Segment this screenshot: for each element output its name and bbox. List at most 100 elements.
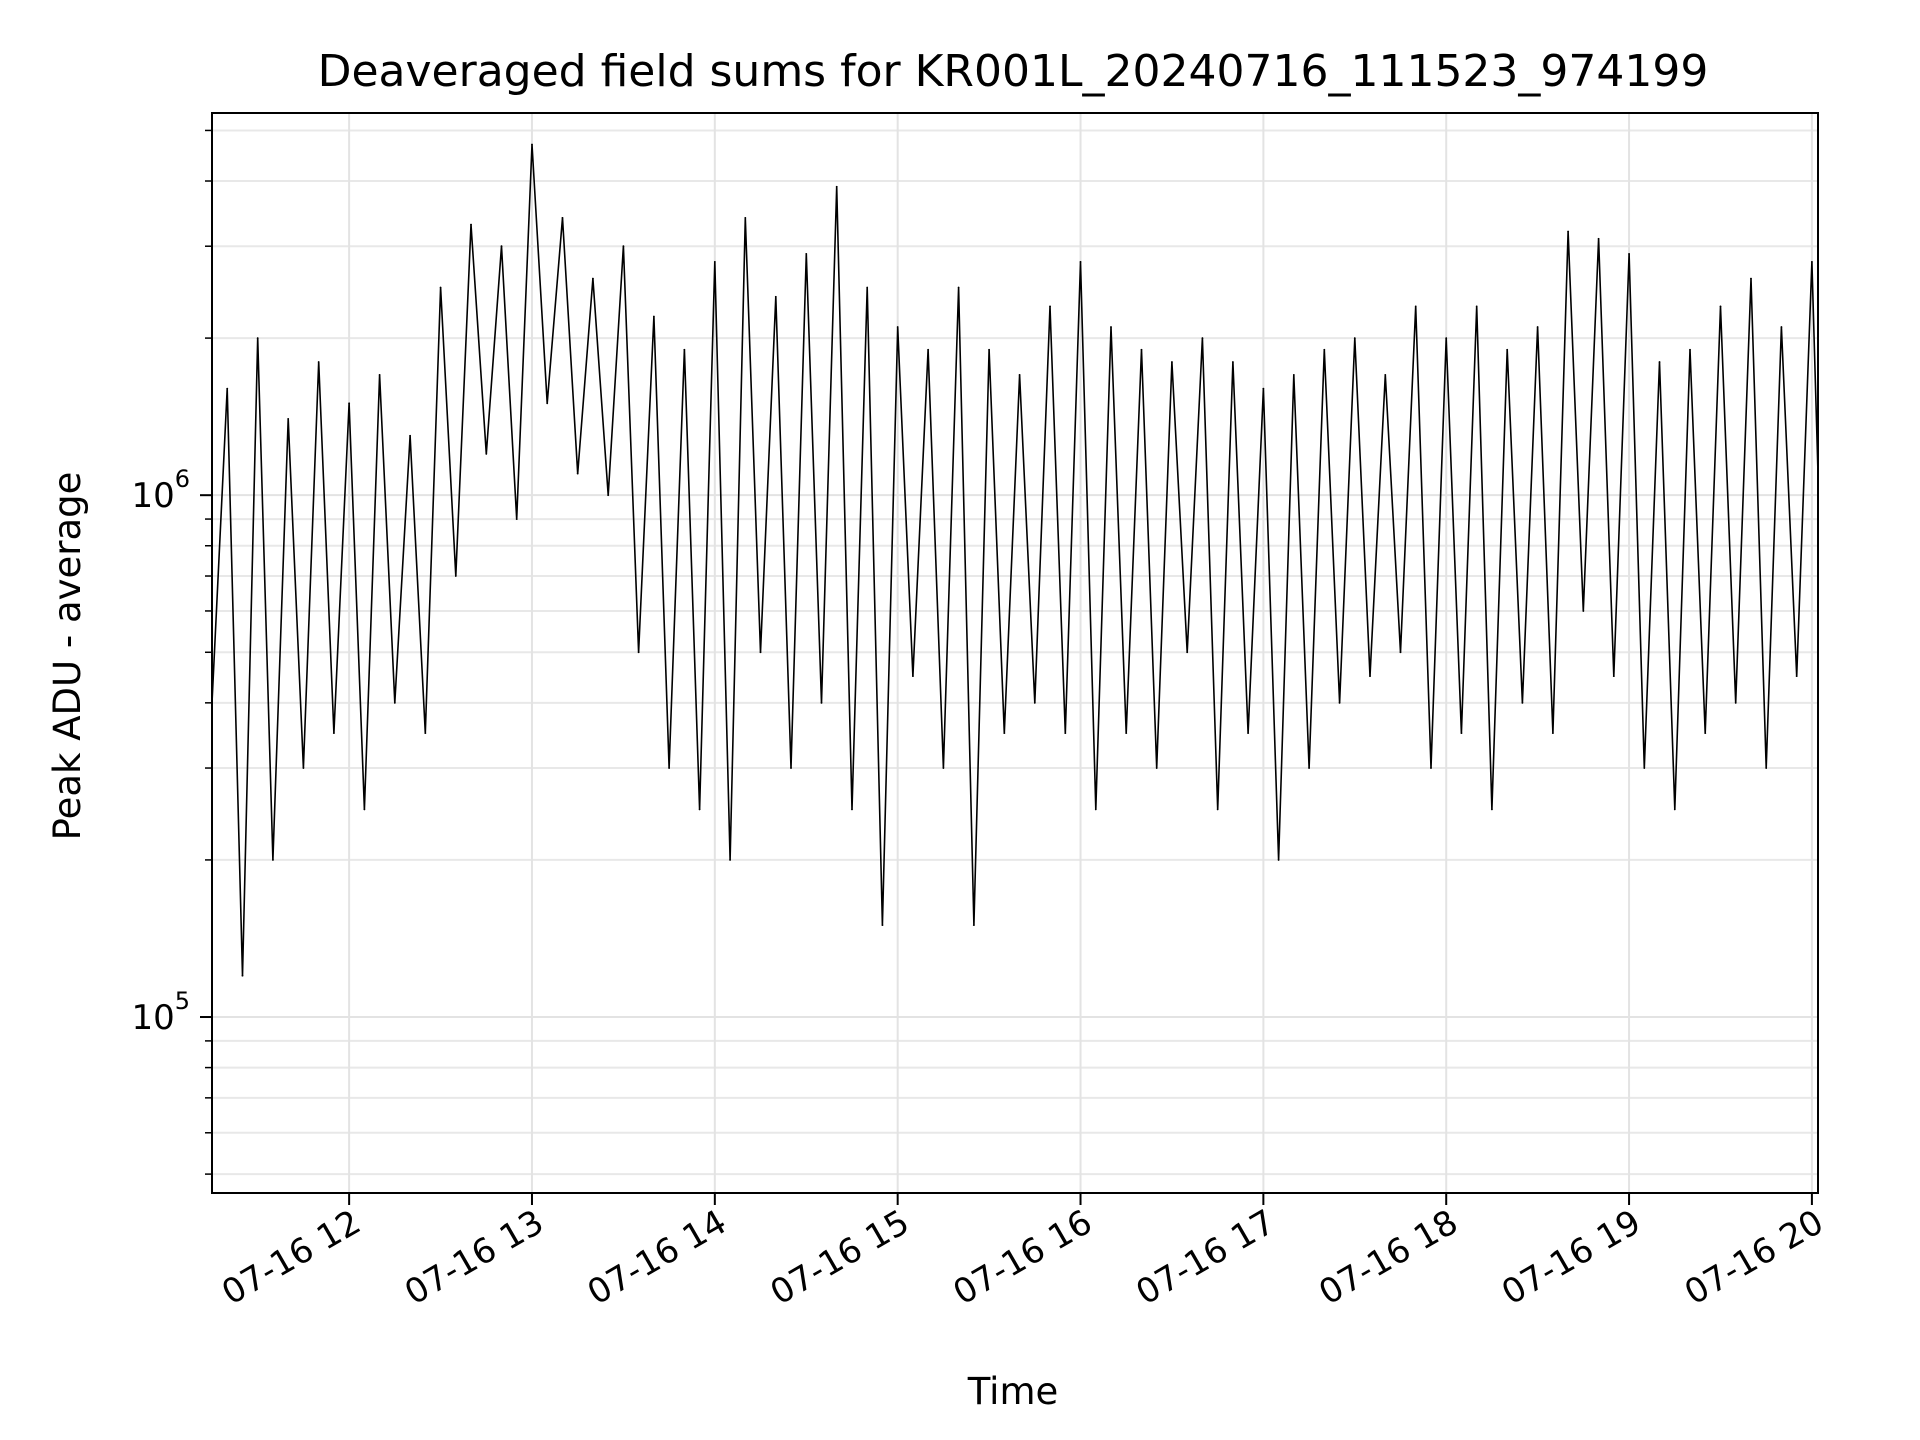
data-point xyxy=(1369,675,1371,678)
data-point xyxy=(592,277,594,280)
data-point xyxy=(1750,277,1752,280)
data-point xyxy=(1597,237,1600,240)
data-point xyxy=(1247,732,1250,735)
data-point xyxy=(1384,374,1387,376)
data-point xyxy=(409,434,411,437)
data-point xyxy=(1780,326,1783,328)
data-point xyxy=(1567,230,1570,233)
data-point xyxy=(348,402,351,405)
y-axis: 105 106 xyxy=(131,129,212,1175)
data-point xyxy=(1445,337,1448,339)
data-point xyxy=(1049,305,1051,308)
data-point xyxy=(927,348,930,351)
data-point xyxy=(226,387,229,390)
data-point xyxy=(332,732,335,735)
data-point xyxy=(363,808,366,811)
data-point xyxy=(1536,326,1539,328)
data-point xyxy=(698,808,701,811)
data-point xyxy=(1018,374,1021,376)
data-point xyxy=(1277,859,1280,861)
data-point xyxy=(1643,767,1646,769)
data-point xyxy=(1308,767,1310,769)
data-point xyxy=(485,452,488,455)
data-point xyxy=(1658,361,1661,363)
data-point xyxy=(1506,348,1509,351)
data-point xyxy=(1414,305,1417,308)
data-point xyxy=(729,859,731,861)
data-point xyxy=(1140,348,1143,351)
data-point xyxy=(744,216,747,219)
data-point xyxy=(1338,701,1341,704)
data-point xyxy=(637,651,640,654)
data-point xyxy=(378,374,381,376)
data-point xyxy=(1064,732,1067,735)
data-point xyxy=(1765,767,1768,769)
data-point xyxy=(790,767,792,769)
data-point xyxy=(851,808,853,811)
data-point xyxy=(470,223,472,226)
data-point xyxy=(607,494,610,497)
data-point xyxy=(774,295,777,298)
data-point xyxy=(241,974,244,977)
y-tick-label: 105 xyxy=(131,987,190,1038)
data-point xyxy=(515,518,518,520)
data-point xyxy=(500,245,503,248)
data-point xyxy=(1003,732,1006,735)
data-point xyxy=(622,245,625,248)
data-point xyxy=(1201,337,1204,339)
data-point xyxy=(713,260,716,263)
data-point xyxy=(256,337,259,339)
data-point xyxy=(1292,374,1295,376)
data-point xyxy=(988,348,990,351)
data-point xyxy=(1612,675,1615,678)
data-point xyxy=(302,767,305,769)
y-tick-label: 106 xyxy=(131,465,190,516)
x-axis-label: Time xyxy=(967,1370,1059,1413)
data-point xyxy=(1094,808,1097,811)
data-point xyxy=(1704,732,1707,735)
data-point xyxy=(1125,732,1128,735)
data-point xyxy=(1186,651,1189,654)
data-point xyxy=(546,402,549,405)
data-point xyxy=(881,924,884,927)
data-point xyxy=(1216,808,1219,811)
data-point xyxy=(531,143,533,146)
data-point xyxy=(1491,808,1493,811)
data-point xyxy=(1399,651,1402,654)
data-point xyxy=(1795,675,1798,678)
data-point xyxy=(866,286,869,289)
data-point xyxy=(942,767,945,769)
data-point xyxy=(576,472,579,475)
data-point xyxy=(1353,337,1356,339)
data-point xyxy=(972,924,975,927)
data-point xyxy=(1673,808,1676,811)
data-point xyxy=(454,575,457,577)
data-point xyxy=(668,767,671,769)
data-point xyxy=(1155,767,1158,769)
data-point xyxy=(1262,387,1265,390)
data-point xyxy=(1811,260,1813,263)
data-point xyxy=(1231,361,1234,363)
y-axis-label: Peak ADU - average xyxy=(46,472,89,841)
data-point xyxy=(1033,701,1036,704)
data-point xyxy=(1079,260,1082,263)
data-point xyxy=(1719,305,1722,308)
data-point xyxy=(912,675,914,678)
grid xyxy=(212,113,1818,1193)
data-point xyxy=(683,348,686,351)
data-point xyxy=(1430,767,1432,769)
data-point xyxy=(1582,610,1585,612)
data-point xyxy=(759,651,762,654)
data-point xyxy=(1628,252,1630,255)
data-point xyxy=(835,185,838,188)
data-point xyxy=(896,326,899,328)
data-point xyxy=(652,315,655,318)
data-point xyxy=(1460,732,1463,735)
data-point xyxy=(1475,305,1478,308)
data-point xyxy=(439,286,442,289)
data-point xyxy=(1521,701,1524,704)
chart-title: Deaveraged field sums for KR001L_2024071… xyxy=(318,46,1709,97)
data-point xyxy=(1171,361,1173,363)
data-point xyxy=(1551,732,1554,735)
